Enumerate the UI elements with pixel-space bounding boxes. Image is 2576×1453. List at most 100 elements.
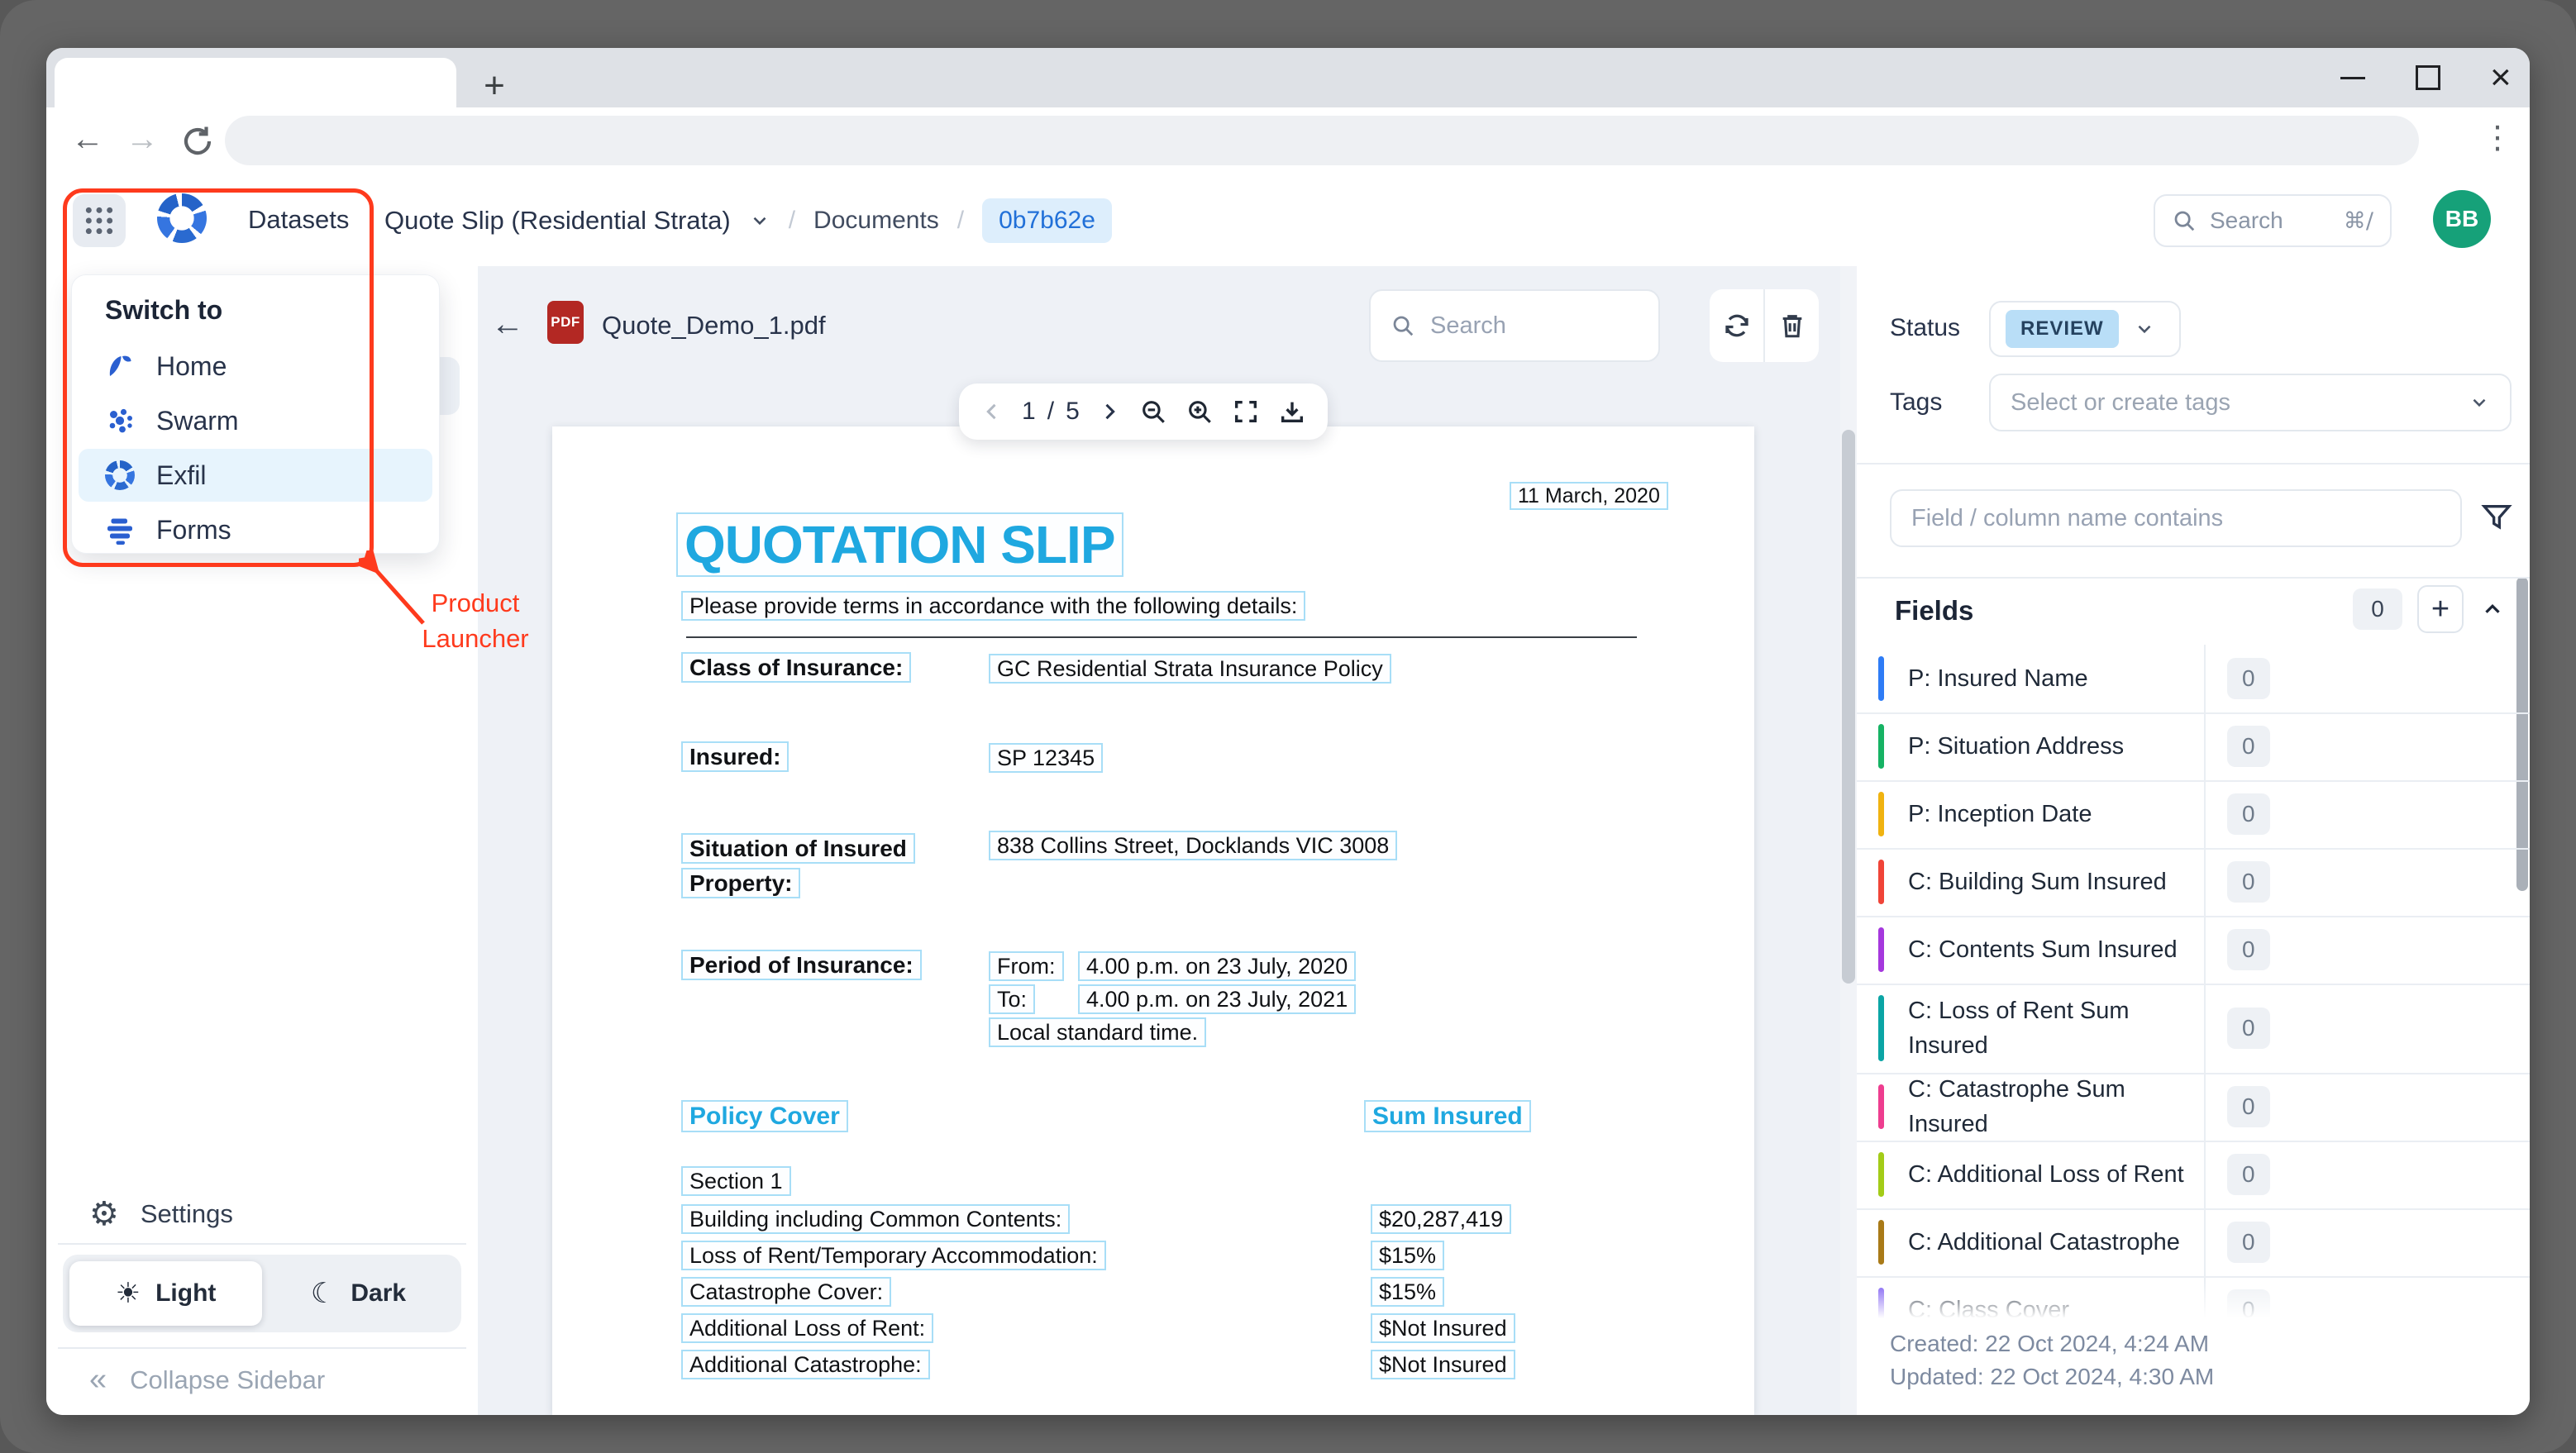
tags-select[interactable]: Select or create tags [1989, 374, 2512, 431]
tags-placeholder: Select or create tags [2011, 388, 2230, 416]
field-color-bar [1878, 927, 1884, 972]
search-shortcut: ⌘/ [2343, 207, 2373, 234]
field-row[interactable]: C: Building Sum Insured 0 [1857, 848, 2530, 917]
refresh-icon [1724, 314, 1748, 337]
breadcrumb-dataset[interactable]: Quote Slip (Residential Strata) [384, 206, 731, 235]
field-filter-placeholder: Field / column name contains [1911, 504, 2224, 531]
browser-tab[interactable] [55, 58, 456, 107]
back-arrow-icon[interactable]: ← [491, 306, 524, 342]
avatar[interactable]: BB [2433, 190, 2491, 248]
pdf-intro: Please provide terms in accordance with … [681, 591, 1306, 621]
chevron-up-icon [2485, 603, 2500, 613]
field-name: C: Catastrophe Sum Insured [1908, 1075, 2125, 1137]
panel-scrollbar-thumb[interactable] [2516, 577, 2528, 891]
breadcrumb-doc-id[interactable]: 0b7b62e [982, 198, 1112, 243]
divider [2204, 1073, 2206, 1141]
page-current: 1 [1022, 398, 1036, 425]
field-name: P: Insured Name [1908, 665, 2088, 692]
pdf-policy-label: Additional Loss of Rent: [681, 1313, 934, 1343]
menu-title: Switch to [105, 295, 223, 325]
theme-dark-label: Dark [351, 1279, 407, 1307]
theme-light-button[interactable]: ☀ Light [69, 1261, 262, 1326]
next-page-icon[interactable] [1098, 400, 1121, 423]
divider [2204, 916, 2206, 984]
new-tab-button[interactable]: + [484, 65, 505, 106]
theme-dark-button[interactable]: ☾ Dark [262, 1261, 455, 1326]
details-panel [1857, 266, 2530, 1415]
close-button[interactable]: × [2490, 48, 2512, 107]
filter-icon[interactable] [2480, 501, 2513, 534]
field-color-bar [1878, 860, 1884, 904]
sun-icon: ☀ [115, 1277, 141, 1310]
pdf-policy-label: Loss of Rent/Temporary Accommodation: [681, 1241, 1106, 1270]
zoom-in-icon[interactable] [1185, 398, 1214, 426]
field-row[interactable]: P: Situation Address 0 [1857, 712, 2530, 782]
fields-header: Fields 0 + [1857, 579, 2530, 645]
pdf-field-value: SP 12345 [989, 743, 1104, 773]
field-row[interactable]: P: Insured Name 0 [1857, 645, 2530, 714]
divider [2204, 780, 2206, 848]
divider [1857, 577, 2530, 579]
menu-item-label: Home [156, 350, 227, 381]
divider [2204, 984, 2206, 1073]
document-search-input[interactable]: Search [1369, 289, 1660, 362]
field-row[interactable]: C: Loss of Rent Sum Insured 0 [1857, 984, 2530, 1074]
breadcrumb-separator: / [956, 207, 965, 234]
browser-menu-icon[interactable]: ⋮ [2482, 119, 2513, 155]
breadcrumb-documents[interactable]: Documents [813, 207, 939, 234]
global-search-input[interactable]: Search ⌘/ [2154, 194, 2392, 247]
divider [1857, 463, 2530, 464]
annotation-arrow [359, 550, 425, 625]
menu-item-swarm[interactable]: Swarm [79, 394, 432, 447]
chevron-down-icon[interactable] [749, 210, 770, 231]
collapse-fields-button[interactable] [2480, 597, 2505, 622]
reload-icon[interactable] [180, 124, 215, 159]
status-dropdown[interactable]: REVIEW [1989, 301, 2181, 357]
prev-page-icon[interactable] [980, 400, 1004, 423]
field-count-badge: 0 [2227, 1222, 2270, 1263]
pdf-page[interactable]: 11 March, 2020 QUOTATION SLIP Please pro… [552, 426, 1754, 1415]
add-field-button[interactable]: + [2417, 585, 2464, 633]
menu-item-home[interactable]: Home [79, 340, 432, 393]
field-row[interactable]: P: Inception Date 0 [1857, 780, 2530, 850]
app-grid-icon [85, 207, 113, 235]
field-row[interactable]: C: Catastrophe Sum Insured 0 [1857, 1073, 2530, 1142]
delete-document-button[interactable] [1765, 289, 1819, 362]
close-icon: × [2490, 57, 2512, 98]
back-icon[interactable]: ← [71, 121, 104, 157]
menu-item-label: Exfil [156, 460, 207, 490]
field-name: C: Contents Sum Insured [1908, 936, 2178, 963]
viewer-scrollbar-thumb[interactable] [1842, 430, 1855, 984]
fullscreen-icon[interactable] [1232, 398, 1260, 426]
logo-icon[interactable] [157, 193, 207, 243]
maximize-button[interactable] [2416, 48, 2440, 107]
zoom-out-icon[interactable] [1139, 398, 1167, 426]
field-count-badge: 0 [2227, 861, 2270, 903]
pdf-policy-label: Additional Catastrophe: [681, 1350, 930, 1379]
pdf-period-from-label: From: [989, 951, 1064, 981]
minimize-button[interactable] [2340, 48, 2365, 107]
menu-item-forms[interactable]: Forms [79, 503, 432, 556]
tab-strip: + × [46, 48, 2530, 107]
field-row[interactable]: C: Additional Catastrophe 0 [1857, 1208, 2530, 1278]
page-total: 5 [1066, 398, 1080, 425]
field-filter-input[interactable]: Field / column name contains [1890, 489, 2462, 547]
pdf-period-to-value: 4.00 p.m. on 23 July, 2021 [1078, 984, 1357, 1014]
address-bar[interactable] [225, 116, 2419, 165]
field-row[interactable]: C: Additional Loss of Rent 0 [1857, 1141, 2530, 1210]
trash-icon [1782, 315, 1801, 338]
breadcrumb-separator: / [788, 207, 796, 234]
page-indicator: 1 / 5 [1022, 398, 1080, 426]
download-icon[interactable] [1278, 398, 1306, 426]
divider [686, 636, 1637, 638]
collapse-sidebar-button[interactable]: « Collapse Sidebar [89, 1362, 325, 1398]
pdf-sum-insured-heading: Sum Insured [1364, 1100, 1531, 1132]
field-name: C: Building Sum Insured [1908, 868, 2167, 895]
forward-icon[interactable]: → [126, 121, 159, 157]
field-row[interactable]: C: Contents Sum Insured 0 [1857, 916, 2530, 985]
field-color-bar [1878, 656, 1884, 701]
app-header: Datasets Quote Slip (Residential Strata)… [46, 175, 2530, 268]
pdf-field-label: Insured: [681, 741, 789, 772]
reprocess-button[interactable] [1710, 289, 1763, 362]
sidebar-item-settings[interactable]: ⚙ Settings [46, 1193, 478, 1235]
